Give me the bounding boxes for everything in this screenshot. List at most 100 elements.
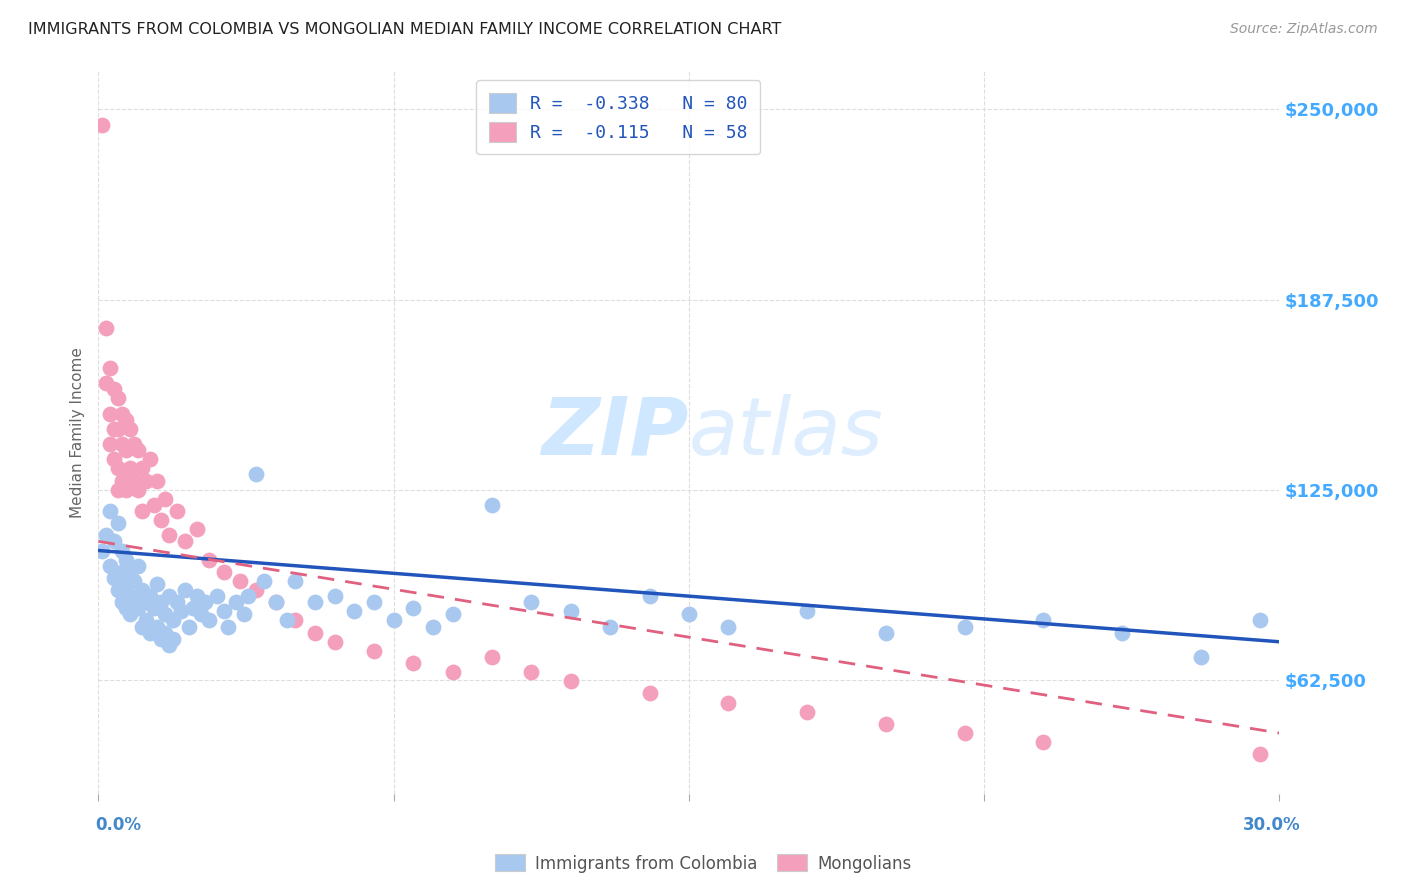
Point <box>233 607 256 622</box>
Point <box>343 604 366 618</box>
Point <box>599 619 621 633</box>
Point <box>115 577 138 591</box>
Point <box>142 601 165 615</box>
Legend: Immigrants from Colombia, Mongolians: Immigrants from Colombia, Mongolians <box>488 847 918 880</box>
Text: IMMIGRANTS FROM COLOMBIA VS MONGOLIAN MEDIAN FAMILY INCOME CORRELATION CHART: IMMIGRANTS FROM COLOMBIA VS MONGOLIAN ME… <box>28 22 782 37</box>
Point <box>146 577 169 591</box>
Point <box>135 595 157 609</box>
Point <box>98 504 121 518</box>
Point <box>304 595 326 609</box>
Point <box>122 474 145 488</box>
Point <box>264 595 287 609</box>
Point <box>214 604 236 618</box>
Point <box>363 595 385 609</box>
Point <box>127 443 149 458</box>
Legend: R =  -0.338   N = 80, R =  -0.115   N = 58: R = -0.338 N = 80, R = -0.115 N = 58 <box>475 80 761 154</box>
Point <box>155 607 177 622</box>
Point <box>115 443 138 458</box>
Point <box>481 650 503 665</box>
Point <box>107 483 129 497</box>
Text: 30.0%: 30.0% <box>1243 816 1301 834</box>
Point <box>304 625 326 640</box>
Point <box>875 625 897 640</box>
Point <box>122 574 145 588</box>
Point <box>1249 747 1271 762</box>
Point <box>205 589 228 603</box>
Point <box>142 498 165 512</box>
Point <box>520 665 543 680</box>
Point <box>155 625 177 640</box>
Point <box>520 595 543 609</box>
Point <box>155 491 177 506</box>
Point <box>131 582 153 597</box>
Point <box>91 543 114 558</box>
Text: Source: ZipAtlas.com: Source: ZipAtlas.com <box>1230 22 1378 37</box>
Point <box>162 632 184 646</box>
Point <box>225 595 247 609</box>
Point <box>122 595 145 609</box>
Point <box>1249 614 1271 628</box>
Point <box>953 726 976 740</box>
Point <box>131 619 153 633</box>
Point <box>236 589 259 603</box>
Point <box>115 483 138 497</box>
Point <box>166 504 188 518</box>
Point <box>103 571 125 585</box>
Point <box>138 452 160 467</box>
Point <box>264 595 287 609</box>
Point <box>150 632 173 646</box>
Point <box>98 361 121 376</box>
Point <box>91 118 114 132</box>
Point <box>111 437 134 451</box>
Point <box>284 574 307 588</box>
Point <box>323 589 346 603</box>
Point <box>127 558 149 573</box>
Point <box>107 461 129 475</box>
Text: atlas: atlas <box>689 393 884 472</box>
Point <box>284 614 307 628</box>
Point <box>717 696 740 710</box>
Point <box>1111 625 1133 640</box>
Point <box>796 705 818 719</box>
Point <box>177 619 200 633</box>
Point <box>118 422 141 436</box>
Point <box>138 625 160 640</box>
Point <box>875 717 897 731</box>
Point <box>229 574 252 588</box>
Point <box>382 614 405 628</box>
Point <box>98 437 121 451</box>
Point <box>107 516 129 530</box>
Point <box>127 601 149 615</box>
Point <box>166 595 188 609</box>
Point <box>127 483 149 497</box>
Point <box>103 534 125 549</box>
Point <box>115 413 138 427</box>
Point <box>107 392 129 406</box>
Point <box>245 582 267 597</box>
Point <box>186 589 208 603</box>
Point <box>717 619 740 633</box>
Point <box>323 634 346 648</box>
Point <box>186 522 208 536</box>
Text: ZIP: ZIP <box>541 393 689 472</box>
Point <box>194 595 217 609</box>
Point <box>103 382 125 396</box>
Point <box>146 619 169 633</box>
Point <box>197 614 219 628</box>
Point <box>111 407 134 421</box>
Point <box>174 534 197 549</box>
Point <box>118 565 141 579</box>
Point <box>135 614 157 628</box>
Point <box>402 601 425 615</box>
Point <box>146 474 169 488</box>
Point <box>138 589 160 603</box>
Point <box>170 604 193 618</box>
Point <box>638 686 661 700</box>
Point <box>253 574 276 588</box>
Point <box>111 543 134 558</box>
Point <box>181 601 204 615</box>
Point <box>157 528 180 542</box>
Point <box>98 407 121 421</box>
Point <box>98 558 121 573</box>
Point <box>157 638 180 652</box>
